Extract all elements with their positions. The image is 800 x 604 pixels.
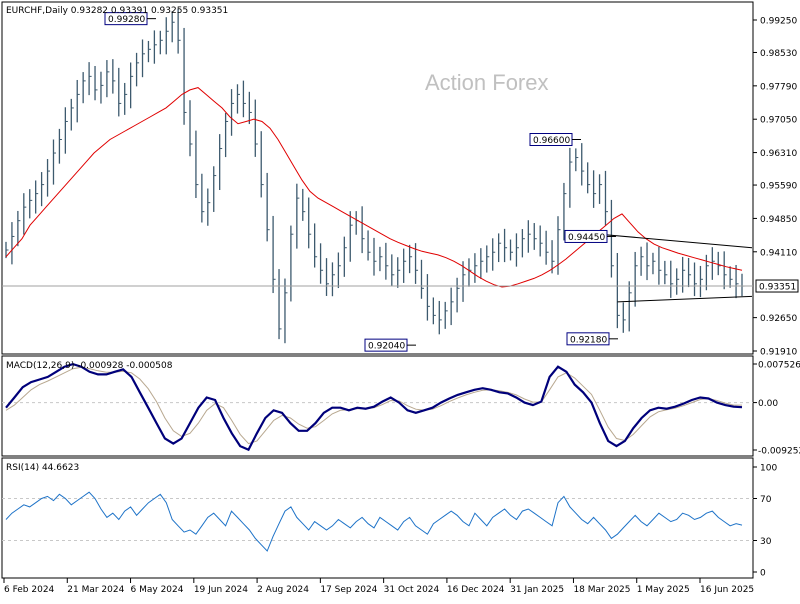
price-tick-label: 0.94850 bbox=[760, 215, 797, 225]
price-tick-label: 0.97050 bbox=[760, 116, 797, 126]
date-tick-label: 6 May 2024 bbox=[131, 585, 184, 595]
price-tick-label: 0.93351 bbox=[759, 283, 796, 293]
rsi-tick-label: 100 bbox=[760, 464, 777, 474]
date-tick-label: 19 Jun 2024 bbox=[194, 585, 248, 595]
price-series: 0.99280 0.92040 0.96600 0.94450 0.92180 bbox=[2, 8, 753, 352]
date-tick-label: 16 Dec 2024 bbox=[447, 585, 505, 595]
macd-title: MACD(12,26,9) -0.000928 -0.000508 bbox=[6, 361, 173, 371]
price-annotation-label: 0.92180 bbox=[570, 335, 607, 345]
price-panel[interactable] bbox=[1, 1, 754, 355]
rsi-series bbox=[2, 491, 753, 552]
date-tick-label: 2 Aug 2024 bbox=[257, 585, 309, 595]
date-tick-label: 6 Feb 2024 bbox=[4, 585, 55, 595]
rsi-line bbox=[5, 491, 743, 552]
macd-tick-label: 0.00 bbox=[758, 399, 778, 409]
axes: 0.99250 0.98530 0.97790 0.97050 0.96310 0.955… bbox=[3, 17, 800, 595]
date-tick-label: 16 Jun 2025 bbox=[700, 585, 754, 595]
date-tick-label: 31 Jan 2025 bbox=[510, 585, 564, 595]
moving-average-line bbox=[5, 87, 743, 288]
macd-line bbox=[5, 362, 743, 452]
date-tick-label: 31 Oct 2024 bbox=[384, 585, 440, 595]
price-tick-label: 0.96310 bbox=[760, 149, 797, 159]
macd-series bbox=[2, 362, 753, 452]
price-annotation-label: 0.96600 bbox=[533, 136, 570, 146]
triangle-lower-line bbox=[617, 295, 753, 303]
date-tick-label: 1 May 2025 bbox=[637, 585, 690, 595]
date-tick-label: 21 Mar 2024 bbox=[67, 585, 124, 595]
date-tick-label: 18 Mar 2025 bbox=[573, 585, 630, 595]
price-annotation-label: 0.99280 bbox=[108, 15, 145, 25]
price-annotation-label: 0.92040 bbox=[368, 342, 405, 352]
price-tick-label: 0.97790 bbox=[760, 82, 797, 92]
rsi-tick-label: 30 bbox=[760, 537, 772, 547]
rsi-panel[interactable] bbox=[1, 457, 754, 579]
triangle-upper-line bbox=[599, 233, 753, 249]
current-price-tag bbox=[755, 279, 799, 293]
price-tick-label: 0.91910 bbox=[760, 348, 797, 358]
watermark: Action Forex bbox=[425, 70, 549, 95]
price-tick-label: 0.94110 bbox=[760, 248, 797, 258]
price-tick-label: 0.99250 bbox=[760, 17, 797, 27]
macd-tick-label: 0.007526 bbox=[758, 361, 800, 371]
rsi-tick-label: 70 bbox=[760, 495, 772, 505]
date-tick-label: 17 Sep 2024 bbox=[320, 585, 377, 595]
price-annotation-label: 0.94450 bbox=[568, 233, 605, 243]
price-tick-label: 0.95590 bbox=[760, 182, 797, 192]
main-title: EURCHF,Daily 0.93282 0.93391 0.93255 0.9… bbox=[6, 6, 228, 16]
rsi-title: RSI(14) 44.6623 bbox=[6, 463, 79, 473]
price-tick-label: 0.98530 bbox=[760, 49, 797, 59]
price-tick-label: 0.92650 bbox=[760, 314, 797, 324]
rsi-tick-label: 0 bbox=[760, 569, 766, 579]
macd-tick-label: -0.009252 bbox=[758, 447, 800, 457]
